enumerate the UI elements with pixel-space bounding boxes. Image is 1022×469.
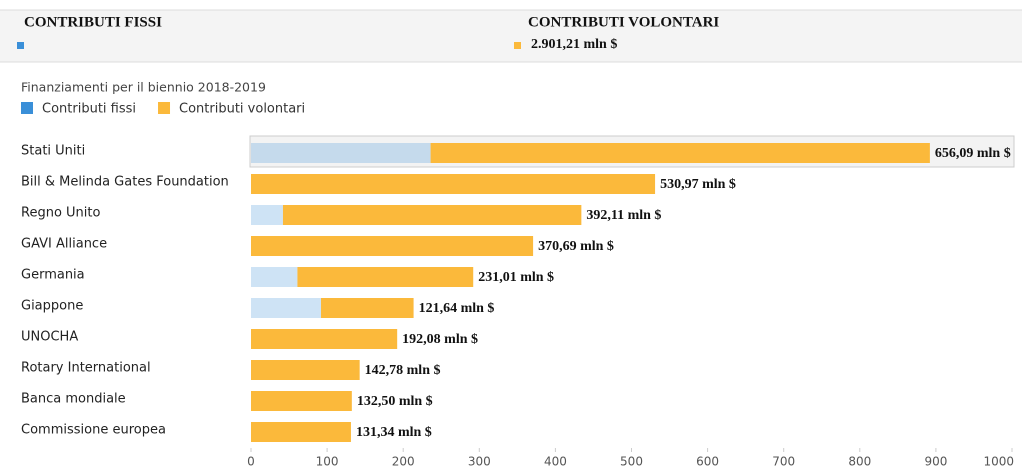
- x-tick-label: 300: [468, 455, 491, 469]
- x-tick-label: 200: [392, 455, 415, 469]
- bar-segment: [251, 174, 656, 194]
- value-label: 530,97 mln $: [660, 177, 736, 192]
- value-label: 392,11 mln $: [586, 208, 661, 223]
- value-label: 121,64 mln $: [419, 301, 495, 316]
- value-label: 231,01 mln $: [478, 270, 554, 285]
- value-label: 370,69 mln $: [538, 239, 614, 254]
- fixed-title: CONTRIBUTI FISSI: [24, 14, 162, 30]
- value-label: 132,50 mln $: [357, 394, 433, 409]
- voluntary-total: 2.901,21 mln $: [531, 37, 617, 52]
- x-tick-label: 0: [247, 455, 255, 469]
- category-label: Banca mondiale: [21, 392, 126, 407]
- voluntary-swatch: [514, 42, 521, 49]
- x-tick-label: 600: [696, 455, 719, 469]
- voluntary-title: CONTRIBUTI VOLONTARI: [528, 14, 719, 30]
- bar-segment: [251, 298, 322, 318]
- value-label: 192,08 mln $: [402, 332, 478, 347]
- x-tick-label: 500: [620, 455, 643, 469]
- bar-segment: [251, 329, 398, 349]
- bar-segment: [251, 236, 534, 256]
- fixed-swatch: [17, 42, 24, 49]
- x-tick-label: 800: [848, 455, 871, 469]
- legend-swatch: [158, 102, 171, 114]
- x-tick-label: 400: [544, 455, 567, 469]
- bar-segment: [430, 143, 930, 163]
- category-label: Giappone: [21, 299, 83, 314]
- x-tick-label: 100: [316, 455, 339, 469]
- bar-segment: [251, 391, 352, 411]
- category-label: Commissione europea: [21, 423, 166, 438]
- value-label: 142,78 mln $: [365, 363, 441, 378]
- category-label: GAVI Alliance: [21, 237, 107, 252]
- x-tick-label: 900: [924, 455, 947, 469]
- category-label: Rotary International: [21, 361, 151, 376]
- bar-segment: [251, 360, 360, 380]
- bar-segment: [251, 267, 298, 287]
- legend-label: Contributi fissi: [42, 102, 136, 117]
- bar-segment: [321, 298, 414, 318]
- bar-segment: [251, 205, 283, 225]
- category-label: Bill & Melinda Gates Foundation: [21, 175, 229, 190]
- subtitle: Finanziamenti per il biennio 2018-2019: [21, 80, 266, 95]
- x-tick-label: 1000: [983, 455, 1014, 469]
- bar-segment: [251, 143, 431, 163]
- x-tick-label: 700: [772, 455, 795, 469]
- legend-label: Contributi volontari: [179, 102, 305, 117]
- header-band: [0, 10, 1022, 62]
- legend-swatch: [21, 102, 33, 114]
- category-label: Germania: [21, 268, 85, 283]
- bar-segment: [297, 267, 474, 287]
- category-label: UNOCHA: [21, 330, 78, 345]
- category-label: Stati Uniti: [21, 144, 85, 159]
- bar-segment: [251, 422, 351, 442]
- value-label: 656,09 mln $: [935, 146, 1011, 161]
- value-label: 131,34 mln $: [356, 425, 432, 440]
- bar-segment: [282, 205, 582, 225]
- category-label: Regno Unito: [21, 206, 100, 221]
